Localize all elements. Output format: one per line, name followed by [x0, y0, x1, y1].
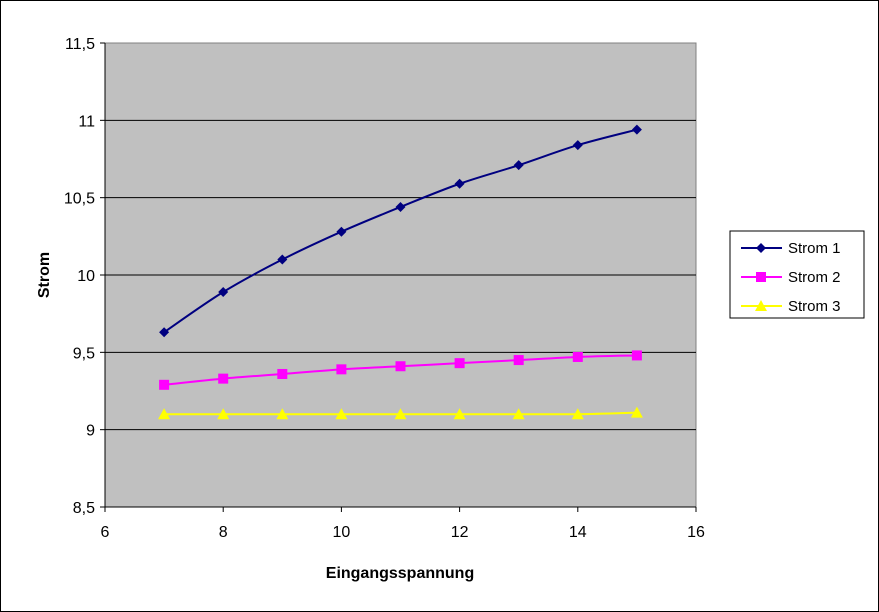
- series-1: [159, 124, 642, 338]
- data-point-marker: [630, 406, 643, 418]
- series-layer: [158, 124, 643, 420]
- legend: Strom 1 Strom 2 Strom 3: [729, 230, 865, 319]
- data-point-marker: [218, 287, 229, 298]
- data-point-marker: [159, 327, 170, 338]
- y-tick-label: 11: [78, 113, 95, 130]
- data-point-marker: [571, 408, 584, 420]
- data-point-marker: [277, 368, 288, 379]
- data-point-marker: [217, 408, 230, 420]
- y-axis-title: Strom: [36, 252, 53, 298]
- data-point-marker: [335, 408, 348, 420]
- data-point-marker: [159, 379, 170, 390]
- x-tick-label: 14: [569, 524, 587, 541]
- legend-swatch-marker: [756, 243, 766, 253]
- data-point-marker: [512, 408, 525, 420]
- series-line: [163, 128, 638, 334]
- legend-box: [729, 230, 865, 319]
- data-point-marker: [513, 355, 524, 366]
- legend-label: Strom 2: [788, 269, 841, 286]
- x-axis-title: Eingangsspannung: [326, 565, 474, 582]
- x-tick-label: 12: [451, 524, 469, 541]
- data-point-marker: [218, 373, 229, 384]
- data-point-marker: [572, 351, 583, 362]
- y-tick-label: 9,5: [73, 345, 95, 362]
- legend-label: Strom 1: [788, 240, 841, 257]
- grid-lines: [105, 119, 696, 431]
- data-point-marker: [454, 358, 465, 369]
- x-tick-label: 10: [333, 524, 351, 541]
- data-point-marker: [336, 364, 347, 375]
- data-point-marker: [454, 178, 465, 189]
- legend-swatch-marker: [755, 300, 767, 311]
- y-tick-label: 10,5: [64, 191, 95, 208]
- data-point-marker: [277, 254, 288, 265]
- series-3: [158, 406, 643, 420]
- data-point-marker: [395, 361, 406, 372]
- data-point-marker: [394, 408, 407, 420]
- data-point-marker: [395, 201, 406, 212]
- data-point-marker: [453, 408, 466, 420]
- series-2: [159, 350, 642, 390]
- y-tick-label: 11,5: [65, 36, 95, 53]
- axes: 8,5 9 9,5 10 10,5 11 11,5 6 8 10 12 14 16: [64, 36, 705, 541]
- data-point-marker: [513, 160, 524, 171]
- legend-swatch-marker: [756, 272, 766, 282]
- data-point-marker: [158, 408, 171, 420]
- x-tick-label: 16: [687, 524, 705, 541]
- x-tick-label: 8: [219, 524, 228, 541]
- data-point-marker: [336, 226, 347, 237]
- data-point-marker: [572, 140, 583, 151]
- legend-label: Strom 3: [788, 298, 841, 315]
- y-tick-label: 10: [77, 268, 95, 285]
- y-tick-label: 9: [86, 423, 95, 440]
- x-tick-label: 6: [101, 524, 110, 541]
- data-point-marker: [276, 408, 289, 420]
- y-tick-label: 8,5: [73, 500, 95, 517]
- data-point-marker: [631, 124, 642, 135]
- data-point-marker: [631, 350, 642, 361]
